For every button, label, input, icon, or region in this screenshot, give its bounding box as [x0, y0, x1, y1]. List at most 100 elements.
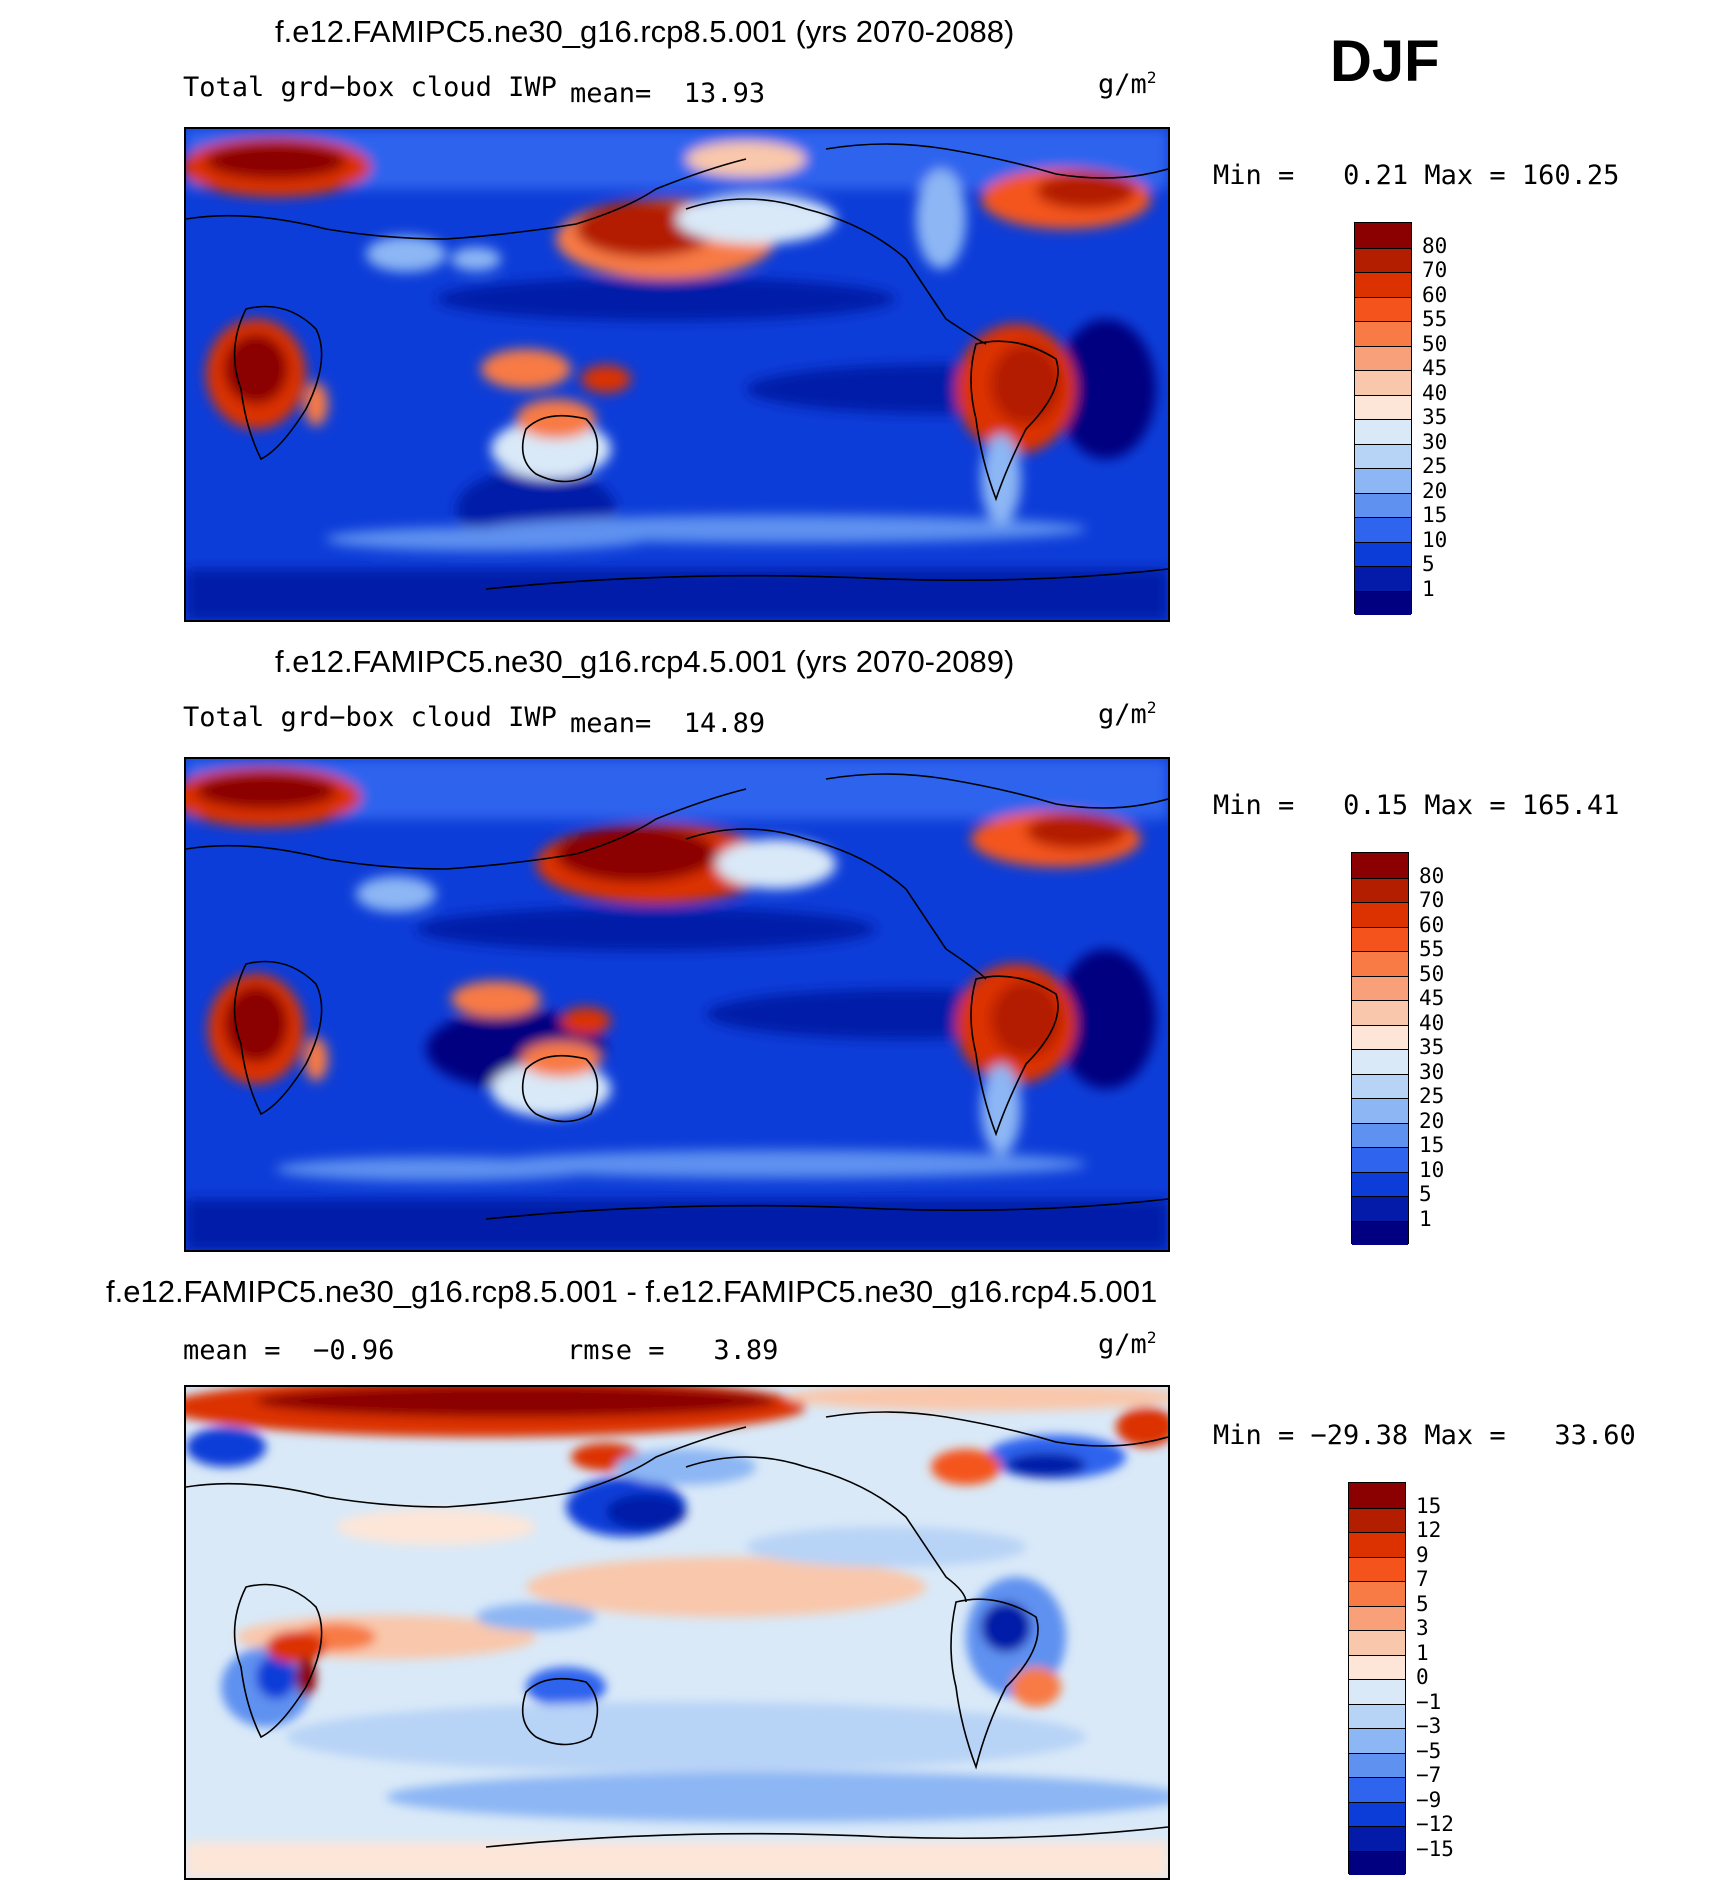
panel2-mean-value: 14.89 — [683, 708, 766, 739]
panel3-map — [184, 1385, 1170, 1880]
colorbar-level-label: 20 — [1422, 478, 1448, 503]
colorbar-level-label: 70 — [1422, 258, 1448, 282]
panel1-units: g/m2 — [1098, 68, 1157, 100]
colorbar-level-label: 10 — [1422, 527, 1448, 552]
colorbar-level-label: 5 — [1416, 1591, 1429, 1616]
panel3-mean-value: −0.96 — [313, 1335, 395, 1366]
colorbar-level-label: 80 — [1419, 863, 1445, 888]
panel2-title: f.e12.FAMIPC5.ne30_g16.rcp4.5.001 (yrs 2… — [275, 644, 1015, 679]
colorbar-level-label: −3 — [1416, 1714, 1442, 1738]
colorbar-level-label: 15 — [1422, 503, 1448, 527]
panel1-min-max: Min = 0.21 Max = 160.25 — [1213, 160, 1620, 191]
colorbar-level-label: −15 — [1416, 1836, 1454, 1861]
panel1-mean-value: 13.93 — [683, 78, 766, 109]
colorbar-swatch — [1352, 951, 1408, 976]
colorbar-level-label: 55 — [1422, 307, 1448, 331]
colorbar-level-label: 60 — [1419, 912, 1445, 937]
colorbar-swatch — [1352, 1024, 1408, 1049]
colorbar-level-label: 1 — [1422, 576, 1435, 601]
colorbar-level-label: 30 — [1422, 429, 1448, 454]
colorbar-swatch — [1349, 1826, 1405, 1851]
colorbar-swatch — [1352, 975, 1408, 1000]
colorbar-swatch — [1349, 1801, 1405, 1826]
colorbar-swatch — [1355, 566, 1411, 591]
colorbar-swatch — [1355, 419, 1411, 444]
season-label: DJF — [1330, 29, 1440, 94]
colorbar-swatch — [1349, 1483, 1405, 1508]
colorbar-level-label: −1 — [1416, 1689, 1442, 1714]
colorbar-swatch — [1349, 1679, 1405, 1704]
colorbar-swatch — [1355, 247, 1411, 272]
colorbar-level-label: 40 — [1419, 1010, 1445, 1035]
panel2-mean: mean= 14.89 — [570, 708, 765, 739]
colorbar-swatch — [1352, 926, 1408, 951]
panel2-map — [184, 757, 1170, 1252]
colorbar-swatch — [1349, 1581, 1405, 1606]
colorbar-level-label: 9 — [1416, 1542, 1429, 1567]
colorbar-swatch — [1355, 443, 1411, 468]
colorbar-swatch — [1349, 1850, 1405, 1875]
colorbar-swatch — [1352, 1122, 1408, 1147]
colorbar-swatch — [1349, 1728, 1405, 1753]
colorbar-level-label: 15 — [1416, 1493, 1442, 1518]
colorbar-swatch — [1349, 1630, 1405, 1655]
colorbar-swatch — [1355, 370, 1411, 395]
colorbar-level-label: −7 — [1416, 1763, 1442, 1787]
colorbar-level-label: 0 — [1416, 1665, 1429, 1689]
colorbar-level-label: −9 — [1416, 1787, 1442, 1812]
colorbar-swatch — [1352, 1171, 1408, 1196]
colorbar-level-label: 15 — [1419, 1133, 1445, 1157]
panel3-mean-label: mean = — [183, 1335, 281, 1366]
colorbar-level-label: 30 — [1419, 1059, 1445, 1084]
colorbar-swatch — [1349, 1556, 1405, 1581]
colorbar-swatch — [1352, 1147, 1408, 1172]
colorbar-swatch — [1349, 1654, 1405, 1679]
colorbar-swatch — [1352, 877, 1408, 902]
colorbar-level-label: 55 — [1419, 937, 1445, 961]
colorbar-swatch — [1352, 1073, 1408, 1098]
colorbar-swatch — [1355, 394, 1411, 419]
colorbar-swatch — [1355, 345, 1411, 370]
colorbar-level-label: 12 — [1416, 1518, 1442, 1542]
colorbar-swatch — [1352, 853, 1408, 878]
colorbar-swatch — [1349, 1605, 1405, 1630]
colorbar-level-label: 1 — [1416, 1640, 1429, 1665]
colorbar-level-label: −12 — [1416, 1812, 1454, 1836]
colorbar-swatch — [1352, 1000, 1408, 1025]
colorbar-swatch — [1349, 1532, 1405, 1557]
panel3-title: f.e12.FAMIPC5.ne30_g16.rcp8.5.001 - f.e1… — [106, 1274, 1158, 1309]
colorbar-swatch — [1355, 590, 1411, 615]
panel3-units: g/m2 — [1098, 1328, 1157, 1360]
colorbar-level-label: 70 — [1419, 888, 1445, 912]
colorbar-swatch — [1349, 1752, 1405, 1777]
colorbar-level-label: 35 — [1422, 405, 1448, 429]
colorbar-level-label: −5 — [1416, 1738, 1442, 1763]
panel1-colorbar — [1354, 222, 1412, 615]
panel3-mean: mean = −0.96 — [183, 1335, 394, 1366]
colorbar-swatch — [1349, 1777, 1405, 1802]
panel3-rmse: rmse = 3.89 — [567, 1335, 778, 1366]
panel2-min-max: Min = 0.15 Max = 165.41 — [1213, 790, 1620, 821]
panel2-units: g/m2 — [1098, 698, 1157, 730]
colorbar-level-label: 60 — [1422, 282, 1448, 307]
colorbar-level-label: 50 — [1419, 961, 1445, 986]
colorbar-level-label: 3 — [1416, 1616, 1429, 1640]
colorbar-swatch — [1355, 541, 1411, 566]
panel2-variable: Total grd−box cloud IWP — [183, 702, 557, 733]
panel1-variable: Total grd−box cloud IWP — [183, 72, 557, 103]
panel3-rmse-label: rmse = — [567, 1335, 665, 1366]
colorbar-level-label: 5 — [1422, 552, 1435, 576]
colorbar-swatch — [1352, 1220, 1408, 1245]
panel2-colorbar — [1351, 852, 1409, 1245]
colorbar-level-label: 5 — [1419, 1182, 1432, 1206]
colorbar-level-label: 20 — [1419, 1108, 1445, 1133]
colorbar-level-label: 10 — [1419, 1157, 1445, 1182]
colorbar-level-label: 35 — [1419, 1035, 1445, 1059]
colorbar-level-label: 40 — [1422, 380, 1448, 405]
panel1-map — [184, 127, 1170, 622]
colorbar-level-label: 25 — [1419, 1084, 1445, 1108]
colorbar-swatch — [1355, 517, 1411, 542]
panel3-min-max: Min = −29.38 Max = 33.60 — [1213, 1420, 1636, 1451]
colorbar-level-label: 50 — [1422, 331, 1448, 356]
colorbar-swatch — [1352, 1196, 1408, 1221]
